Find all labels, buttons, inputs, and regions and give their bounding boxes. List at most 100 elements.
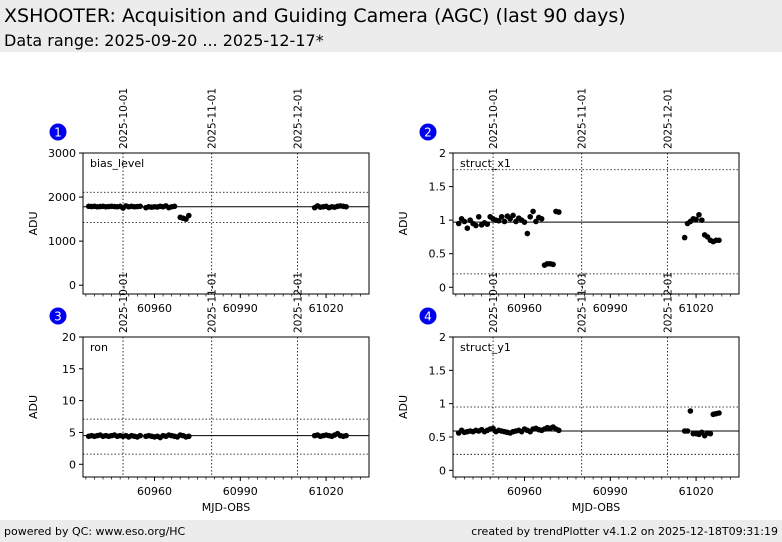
y-tick-label: 0	[69, 279, 76, 292]
data-point	[693, 216, 699, 223]
y-tick-label: 1.5	[429, 181, 447, 194]
parameter-label: struct_y1	[460, 341, 511, 354]
x-tick-label: 61020	[309, 302, 344, 315]
data-point	[186, 433, 192, 440]
data-point	[533, 218, 539, 225]
date-tick-label: 2025-11-01	[207, 272, 219, 333]
data-point	[521, 219, 528, 225]
parameter-label: ron	[90, 341, 108, 354]
y-tick-label: 10	[62, 395, 76, 408]
panel-badge	[419, 123, 437, 141]
data-point	[498, 213, 505, 220]
panel-badge	[49, 123, 67, 141]
data-point	[530, 208, 536, 215]
data-point	[699, 217, 705, 223]
date-tick-label: 2025-11-01	[577, 272, 589, 333]
data-point	[137, 432, 143, 439]
date-tick-label: 2025-10-01	[488, 88, 500, 149]
panel-badge-number: 1	[54, 126, 62, 140]
y-tick-label: 5	[69, 426, 76, 439]
y-tick-label: 3000	[48, 147, 76, 160]
panel-2: 2025-10-01 2025-11-01 2025-12-01 0 0.5 1 1.5 2 6…	[397, 88, 740, 315]
parameter-label: struct_x1	[460, 157, 511, 170]
data-point	[495, 218, 502, 224]
x-tick-label: 60990	[593, 485, 628, 498]
data-point	[455, 220, 462, 227]
data-point	[484, 221, 491, 227]
panel-badge	[49, 307, 67, 325]
page-title: XSHOOTER: Acquisition and Guiding Camera…	[4, 5, 626, 27]
y-tick-label: 2	[439, 331, 446, 344]
date-tick-label: 2025-12-01	[663, 272, 675, 333]
date-tick-label: 2025-12-01	[293, 272, 305, 333]
panel-badge-number: 3	[54, 310, 62, 324]
header-bar: XSHOOTER: Acquisition and Guiding Camera…	[0, 0, 782, 52]
date-tick-label: 2025-12-01	[663, 88, 675, 149]
x-tick-label: 61020	[309, 485, 344, 498]
data-point	[186, 212, 192, 219]
date-tick-label: 2025-10-01	[118, 272, 130, 333]
panel-4: 2025-10-01 2025-11-01 2025-12-01 0 0.5 1 1.5 2 6…	[397, 272, 740, 514]
panel-badge-number: 2	[424, 126, 432, 140]
data-point	[681, 234, 688, 241]
data-point	[510, 212, 516, 219]
y-tick-label: 1	[439, 398, 446, 411]
data-point	[137, 203, 143, 210]
panel-1: 2025-10-01 2025-11-01 2025-12-01 0 1000 2000 3…	[27, 88, 370, 315]
data-point	[687, 408, 694, 414]
panel-3: 2025-10-01 2025-11-01 2025-12-01 0 5 10 15 20 60…	[27, 272, 370, 514]
x-tick-label: 60990	[223, 485, 258, 498]
y-tick-label: 0.5	[429, 431, 447, 444]
data-point	[343, 203, 349, 210]
x-axis-label: MJD-OBS	[572, 501, 620, 514]
x-tick-label: 60960	[507, 302, 542, 315]
y-tick-label: 1000	[48, 235, 76, 248]
data-point	[475, 213, 482, 220]
panel-badge	[419, 307, 437, 325]
y-axis-label: ADU	[27, 211, 40, 235]
data-point	[707, 430, 714, 437]
y-axis-label: ADU	[397, 395, 410, 419]
y-tick-label: 0	[439, 281, 446, 294]
data-point	[696, 211, 702, 218]
data-point	[527, 213, 534, 220]
y-tick-label: 0.5	[429, 248, 447, 261]
panel-badge-number: 4	[424, 310, 432, 324]
y-tick-label: 0	[69, 458, 76, 471]
y-tick-label: 20	[62, 331, 76, 344]
y-tick-label: 2000	[48, 191, 76, 204]
data-point	[556, 209, 562, 215]
plot-frame	[82, 152, 370, 295]
data-point	[524, 230, 531, 237]
data-point	[171, 203, 178, 210]
data-point	[550, 261, 556, 268]
x-tick-label: 61020	[679, 485, 714, 498]
data-point	[473, 222, 479, 229]
x-tick-label: 60960	[137, 302, 172, 315]
y-tick-label: 1.5	[429, 364, 447, 377]
data-point	[716, 237, 722, 244]
page-subtitle: Data range: 2025-09-20 ... 2025-12-17*	[4, 31, 324, 50]
x-tick-label: 60990	[593, 302, 628, 315]
date-tick-label: 2025-10-01	[488, 272, 500, 333]
date-tick-label: 2025-11-01	[207, 88, 219, 149]
y-axis-label: ADU	[397, 211, 410, 235]
x-tick-label: 60960	[137, 485, 172, 498]
y-tick-label: 15	[62, 363, 76, 376]
y-tick-label: 0	[439, 464, 446, 477]
x-tick-label: 60960	[507, 485, 542, 498]
data-point	[343, 432, 349, 439]
y-tick-label: 2	[439, 147, 446, 160]
y-axis-label: ADU	[27, 395, 40, 419]
data-point	[684, 428, 691, 434]
date-tick-label: 2025-12-01	[293, 88, 305, 149]
x-tick-label: 61020	[679, 302, 714, 315]
x-tick-label: 60990	[223, 302, 258, 315]
footer-bar: powered by QC: www.eso.org/HC created by…	[0, 520, 782, 542]
data-point	[556, 427, 562, 434]
date-tick-label: 2025-11-01	[577, 88, 589, 149]
data-point	[461, 218, 468, 225]
y-tick-label: 1	[439, 214, 446, 227]
x-axis-label: MJD-OBS	[202, 501, 250, 514]
